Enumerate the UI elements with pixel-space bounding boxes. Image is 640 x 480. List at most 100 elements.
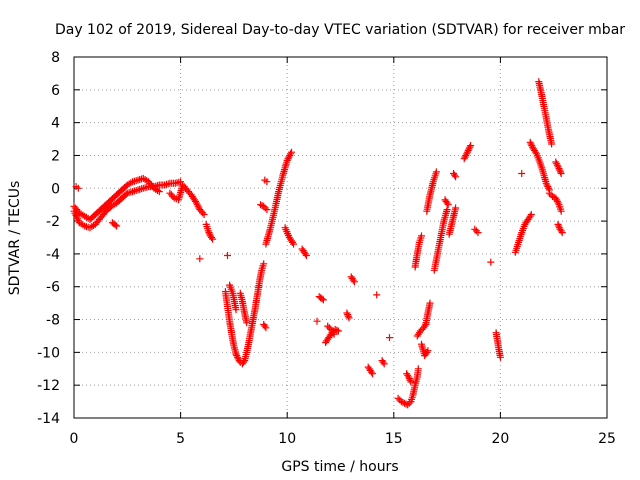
data-point [557,168,564,176]
data-point [545,184,553,192]
data-point [232,306,240,314]
data-point [260,202,268,210]
data-point [196,255,204,263]
data-point [263,206,271,214]
data-point [324,322,332,330]
data-point [330,330,338,338]
data-point [261,204,269,212]
data-point [545,189,553,197]
data-point [288,148,295,156]
data-point [554,199,562,207]
data-point [209,235,217,243]
data-point [283,156,291,164]
data-point [301,250,309,258]
data-point [289,238,296,246]
data-point [444,201,452,209]
data-point [423,348,431,356]
data-point [414,365,422,373]
data-point [424,347,432,355]
y-tick-label: 8 [51,50,60,66]
data-point [232,350,240,358]
data-point [542,179,550,187]
data-point [261,322,269,330]
data-point [329,329,337,337]
data-point [343,309,351,317]
y-tick-label: -12 [37,378,60,394]
data-point [193,201,201,209]
data-point [558,229,566,237]
data-point [233,352,241,360]
data-point [544,183,552,191]
data-point [243,319,251,327]
data-point [460,155,468,163]
data-point [426,299,434,307]
data-point [285,153,293,161]
data-point [556,166,564,174]
data-point [333,326,341,334]
data-point [527,211,535,218]
y-tick-label: 4 [51,116,60,132]
data-point [474,229,482,237]
data-point [394,394,402,402]
data-point [380,360,388,368]
data-point [443,206,451,214]
data-point [224,252,231,259]
data-point [452,173,460,181]
x-tick-label: 10 [278,431,296,447]
data-point [528,142,536,150]
data-point [404,401,412,409]
data-point [553,197,561,205]
data-point [463,150,471,158]
data-point [472,227,480,235]
data-point [349,276,357,284]
chart-title: Day 102 of 2019, Sidereal Day-to-day VTE… [55,22,625,38]
y-tick-label: 6 [51,83,60,99]
data-point [418,232,425,240]
data-point [463,148,471,156]
x-tick-label: 15 [385,431,403,447]
data-point [465,145,473,153]
data-point [553,160,561,168]
y-tick-label: -8 [46,313,60,329]
data-point [554,220,562,228]
data-point [397,398,405,406]
data-point [452,204,460,212]
data-point [432,168,440,176]
data-point [402,400,410,408]
data-point [262,324,270,332]
data-point [451,171,459,179]
y-tick-label: -4 [46,247,60,263]
data-point [552,158,560,166]
y-tick-label: 0 [51,181,60,197]
data-point [543,181,551,189]
data-point [257,201,264,209]
x-tick-label: 20 [491,431,509,447]
data-point [263,178,271,186]
data-point [421,322,429,330]
data-point [344,311,352,319]
data-point [373,291,381,299]
data-point [406,376,414,384]
data-point [192,197,199,205]
data-point [204,227,212,235]
data-point [553,161,561,169]
data-point [127,179,135,187]
data-point [334,327,342,335]
data-point [318,295,326,303]
y-tick-label: -2 [46,214,60,230]
data-point [113,222,121,230]
data-point [386,334,393,342]
data-point [194,202,202,210]
data-point [549,193,557,200]
data-point [461,153,469,161]
data-point [284,155,292,163]
data-point [554,163,562,171]
data-point [200,211,208,218]
y-tick-label: 2 [51,148,60,164]
data-point [518,170,526,177]
data-point [496,353,504,361]
data-point [532,148,540,156]
data-point [205,229,213,237]
